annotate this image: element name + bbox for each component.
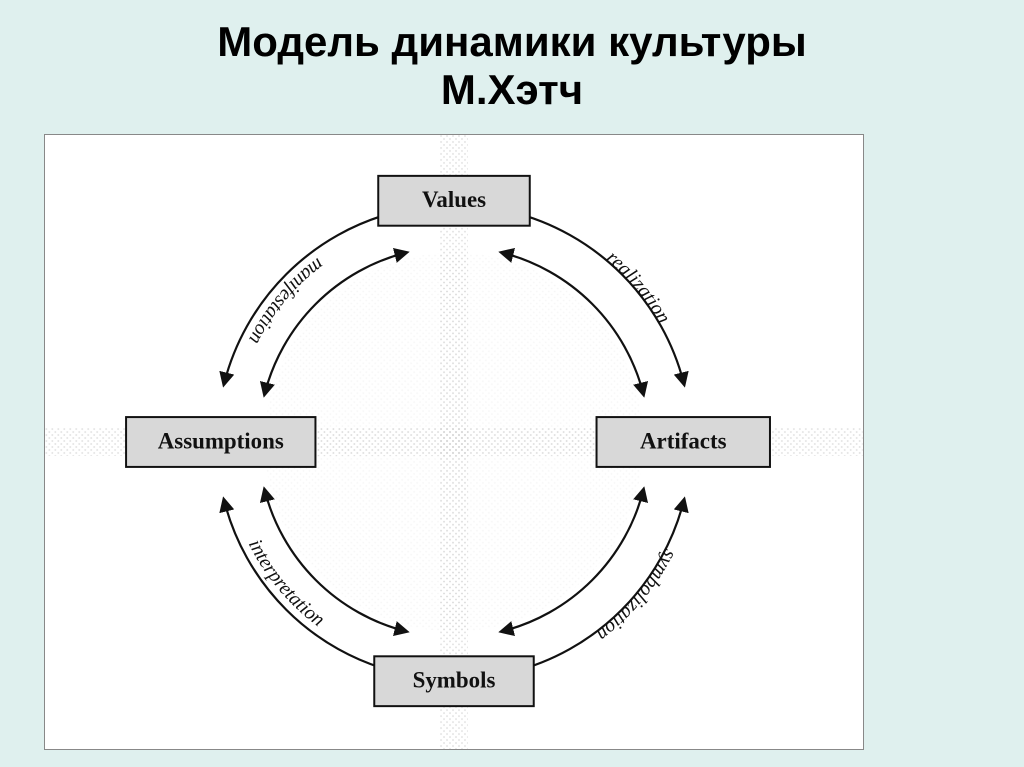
node-label-values: Values — [422, 187, 486, 212]
title-line-1: Модель динамики культуры — [217, 18, 806, 65]
node-label-assumptions: Assumptions — [158, 428, 284, 453]
title-line-2: М.Хэтч — [441, 66, 583, 113]
node-artifacts: Artifacts — [597, 417, 770, 467]
inner-dots — [265, 253, 644, 632]
node-assumptions: Assumptions — [126, 417, 315, 467]
page-title: Модель динамики культуры М.Хэтч — [0, 0, 1024, 115]
diagram-frame: ValuesArtifactsSymbolsAssumptions manife… — [44, 134, 864, 750]
node-label-symbols: Symbols — [413, 667, 496, 692]
node-label-artifacts: Artifacts — [640, 428, 727, 453]
node-symbols: Symbols — [374, 656, 533, 706]
node-values: Values — [378, 176, 530, 226]
edge-label-realization: realization — [602, 246, 675, 327]
edge-label-symbolization: symbolization — [592, 546, 681, 646]
diagram-svg: ValuesArtifactsSymbolsAssumptions manife… — [45, 135, 863, 749]
